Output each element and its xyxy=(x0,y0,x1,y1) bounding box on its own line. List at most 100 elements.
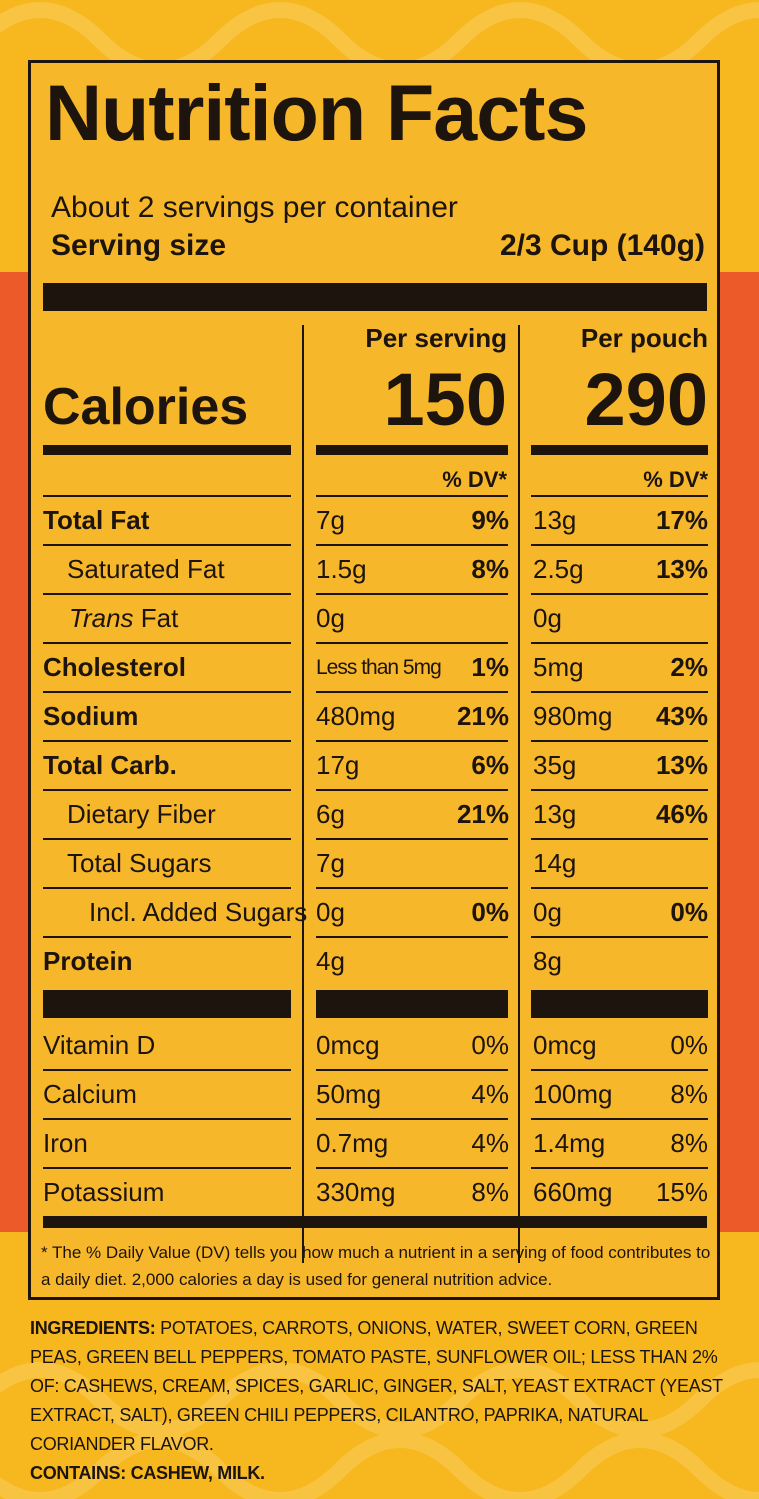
nutrition-facts-panel: Nutrition Facts About 2 servings per con… xyxy=(28,60,720,1300)
row-rule-label xyxy=(43,544,291,546)
vitamin-pouch-amount: 100mg xyxy=(533,1079,613,1109)
serving-size-label: Serving size xyxy=(51,229,227,262)
vitamin-rule-serving xyxy=(316,1167,508,1169)
vitamin-rule-serving xyxy=(316,1118,508,1120)
vitamin-rule-label xyxy=(43,1069,291,1071)
pouch-dv: 13% xyxy=(655,750,708,780)
row-rule-label xyxy=(43,789,291,791)
vitamin-pouch-dv: 15% xyxy=(655,1177,708,1207)
row-rule-pouch xyxy=(531,887,708,889)
nutrient-label: Cholesterol xyxy=(43,652,187,682)
vitamin-pouch-dv: 8% xyxy=(670,1079,708,1109)
pouch-amount: 13g xyxy=(533,505,577,535)
row-rule-serving xyxy=(316,495,508,497)
row-rule-pouch xyxy=(531,642,708,644)
serving-dv: 8% xyxy=(471,554,509,584)
calories-bar-label xyxy=(43,445,291,455)
pouch-dv: 0% xyxy=(670,897,708,927)
serving-amount: 0g xyxy=(316,603,345,633)
serving-dv: 9% xyxy=(471,505,509,535)
ingredients-text: POTATOES, CARROTS, ONIONS, WATER, SWEET … xyxy=(30,1318,723,1454)
nutrient-label: Total Carb. xyxy=(43,750,177,780)
pouch-amount: 35g xyxy=(533,750,577,780)
pouch-dv: 17% xyxy=(655,505,708,535)
pouch-dv: 13% xyxy=(655,554,708,584)
thick-divider-top xyxy=(43,283,707,311)
row-rule-label xyxy=(43,691,291,693)
row-rule-pouch xyxy=(531,691,708,693)
servings-per-container: About 2 servings per container xyxy=(51,191,458,224)
nutrient-label: Incl. Added Sugars xyxy=(89,897,308,927)
nutrient-label: Sodium xyxy=(43,701,139,731)
row-rule-pouch xyxy=(531,544,708,546)
nutrient-label: Protein xyxy=(43,946,133,976)
row-rule-pouch xyxy=(531,936,708,938)
vitamin-pouch-amount: 660mg xyxy=(533,1177,613,1207)
ingredients-label: INGREDIENTS: xyxy=(30,1318,156,1338)
pouch-amount: 13g xyxy=(533,799,577,829)
row-rule-serving xyxy=(316,691,508,693)
vitamin-serving-dv: 4% xyxy=(471,1128,509,1158)
row-rule-label xyxy=(43,593,291,595)
thick-divider-vitamins-label xyxy=(43,990,291,1018)
contains-statement: CONTAINS: CASHEW, MILK. xyxy=(30,1463,265,1483)
pouch-amount: 14g xyxy=(533,848,577,878)
row-rule-label xyxy=(43,887,291,889)
vitamin-pouch-dv: 8% xyxy=(670,1128,708,1158)
row-rule-label xyxy=(43,642,291,644)
serving-dv: 6% xyxy=(471,750,509,780)
column-divider-1 xyxy=(302,325,304,1263)
vitamin-rule-label xyxy=(43,1118,291,1120)
row-rule-serving xyxy=(316,544,508,546)
vitamin-pouch-dv: 0% xyxy=(670,1030,708,1060)
pouch-dv: 2% xyxy=(670,652,708,682)
calories-bar-pouch xyxy=(531,445,708,455)
serving-amount: 6g xyxy=(316,799,345,829)
pouch-amount: 2.5g xyxy=(533,554,584,584)
row-rule-pouch xyxy=(531,740,708,742)
serving-dv: 21% xyxy=(456,701,509,731)
nutrient-label-italic: Trans xyxy=(69,603,134,633)
dv-header-serving: % DV* xyxy=(442,467,507,492)
vitamin-pouch-amount: 0mcg xyxy=(533,1030,597,1060)
serving-amount: 17g xyxy=(316,750,360,780)
serving-amount: 480mg xyxy=(316,701,396,731)
vitamin-pouch-amount: 1.4mg xyxy=(533,1128,606,1158)
serving-dv: 0% xyxy=(471,897,509,927)
row-rule-pouch xyxy=(531,495,708,497)
nutrient-label: Trans Fat xyxy=(69,605,178,631)
serving-amount: Less than 5mg xyxy=(316,656,442,679)
row-rule-serving xyxy=(316,936,508,938)
row-rule-pouch xyxy=(531,838,708,840)
vitamin-label: Iron xyxy=(43,1128,88,1158)
pouch-dv: 43% xyxy=(655,701,708,731)
vitamin-label: Vitamin D xyxy=(43,1030,156,1060)
row-rule-label xyxy=(43,740,291,742)
vitamin-rule-serving xyxy=(316,1069,508,1071)
serving-amount: 7g xyxy=(316,848,345,878)
vitamin-serving-dv: 0% xyxy=(471,1030,509,1060)
serving-amount: 1.5g xyxy=(316,554,367,584)
vitamin-rule-pouch xyxy=(531,1069,708,1071)
vitamin-label: Calcium xyxy=(43,1079,137,1109)
vitamin-rule-pouch xyxy=(531,1118,708,1120)
nutrient-label: Saturated Fat xyxy=(67,554,225,584)
vitamin-serving-dv: 8% xyxy=(471,1177,509,1207)
serving-dv: 21% xyxy=(456,799,509,829)
calories-label: Calories xyxy=(43,378,249,436)
row-rule-label xyxy=(43,838,291,840)
vitamin-serving-amount: 50mg xyxy=(316,1079,382,1109)
row-rule-serving xyxy=(316,642,508,644)
pouch-amount: 0g xyxy=(533,897,562,927)
thick-divider-vitamins-pouch xyxy=(531,990,708,1018)
row-rule-label xyxy=(43,936,291,938)
per-serving-label: Per serving xyxy=(365,323,507,353)
nutrient-label: Total Fat xyxy=(43,505,150,535)
row-rule-serving xyxy=(316,838,508,840)
label-title: Nutrition Facts xyxy=(45,68,588,157)
calories-per-pouch: 290 xyxy=(584,358,708,441)
vitamin-rule-label xyxy=(43,1167,291,1169)
dv-header-pouch: % DV* xyxy=(643,467,708,492)
calories-bar-serving xyxy=(316,445,508,455)
vitamin-serving-dv: 4% xyxy=(471,1079,509,1109)
